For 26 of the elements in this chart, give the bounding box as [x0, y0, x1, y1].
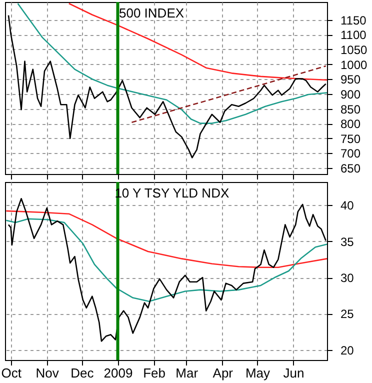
x-tick-label: Jun [283, 366, 304, 380]
y-tick-label: 900 [340, 87, 361, 102]
y-tick-label: 35 [340, 234, 354, 249]
x-tick-label: Nov [36, 366, 60, 380]
y-tick-label: 800 [340, 117, 361, 132]
chart-title: 500 INDEX [119, 6, 184, 20]
y-tick-label: 25 [340, 307, 354, 322]
y-tick-label: 1050 [340, 42, 368, 57]
y-tick-label: 40 [340, 198, 354, 213]
y-tick-label: 1100 [340, 28, 367, 42]
y-tick-label: 20 [340, 343, 354, 358]
x-tick-label: 2009 [104, 366, 133, 380]
y-tick-label: 650 [340, 162, 361, 176]
y-tick-label: 30 [340, 271, 354, 286]
x-tick-label: Mar [176, 366, 199, 380]
y-tick-label: 1150 [340, 13, 367, 28]
x-tick-label: Oct [1, 366, 22, 380]
x-tick-label: Dec [70, 366, 94, 380]
y-tick-label: 700 [340, 146, 361, 161]
x-tick-label: Apr [212, 366, 234, 380]
y-tick-label: 750 [340, 132, 361, 146]
y-tick-label: 850 [340, 102, 361, 116]
y-tick-label: 1000 [340, 58, 368, 72]
y-tick-label: 950 [340, 72, 361, 87]
x-tick-label: May [245, 366, 271, 380]
x-tick-label: Feb [143, 366, 166, 380]
